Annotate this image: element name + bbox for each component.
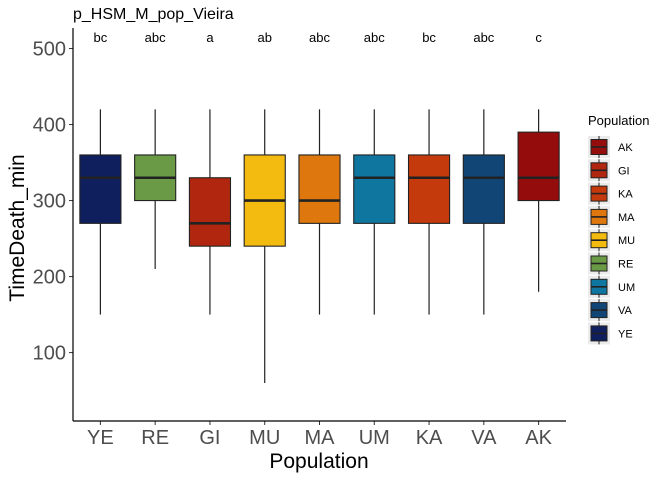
chart-title: p_HSM_M_pop_Vieira [73,6,234,23]
box-ma: abc [298,30,341,315]
box-re: abc [134,30,177,269]
box-body [298,154,341,224]
box-body [462,154,505,224]
x-tick-label: VA [471,427,497,449]
y-tick-label: 100 [33,343,66,365]
significance-letter: abc [364,30,385,45]
y-tick-label: 300 [33,191,66,213]
y-tick-label: 500 [33,39,66,61]
box-body [353,154,396,224]
box-gi: a [188,30,232,315]
significance-letter: bc [422,30,436,45]
significance-letter: ab [257,30,271,45]
box-body [188,177,232,247]
x-tick-label: MU [249,427,280,449]
x-tick-label: KA [416,427,443,449]
box-body [407,154,451,224]
legend: Population AK GI KA MA MU RE UM VA YE [588,113,649,345]
y-tick-label: 200 [33,267,66,289]
significance-letter: c [535,30,542,45]
box-um: abc [353,30,396,315]
significance-letter: bc [94,30,108,45]
box-ka: bc [407,30,451,315]
legend-title: Population [588,113,649,128]
y-tick-label: 400 [33,115,66,137]
x-tick-label: AK [525,427,552,449]
legend-entry-label: GI [618,165,630,177]
box-ye: bc [79,30,122,315]
box-body [79,154,122,224]
x-tick-label: UM [359,427,390,449]
legend-entry-label: UM [618,282,635,294]
legend-entry-label: VA [618,305,633,317]
y-axis-title: TimeDeath_min [6,154,29,301]
legend-entry-label: RE [618,259,633,271]
legend-entry-label: MU [618,235,635,247]
x-tick-label: GI [199,427,220,449]
legend-entry-label: AK [618,142,633,154]
box-mu: ab [243,30,286,383]
x-tick-label: MA [305,427,336,449]
legend-entry-label: MA [618,212,635,224]
x-axis-title: Population [269,450,368,473]
significance-letter: abc [145,30,166,45]
legend-entry-label: YE [618,328,633,340]
significance-letter: abc [473,30,494,45]
box-va: abc [462,30,505,315]
box-ak: c [517,30,560,292]
significance-letter: abc [309,30,330,45]
x-tick-label: YE [87,427,114,449]
box-body [517,131,560,202]
legend-entry-label: KA [618,189,633,201]
x-tick-label: RE [141,427,169,449]
plot-area: 100 200 300 400 500 bc abc a ab abc abc bc abc c YE RE G… [33,28,566,449]
significance-letter: a [206,30,214,45]
